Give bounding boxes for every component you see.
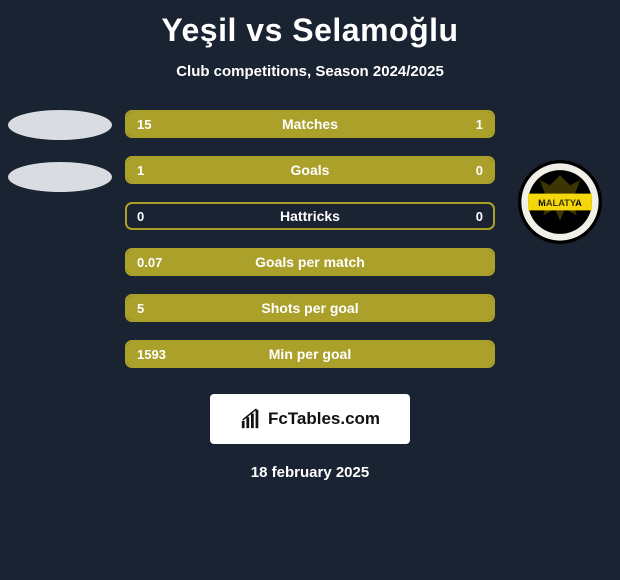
- stat-label: Shots per goal: [127, 296, 493, 320]
- subtitle: Club competitions, Season 2024/2025: [0, 63, 620, 80]
- chart-icon: [240, 408, 262, 430]
- stat-bars: 151Matches 10Goals 00Hattricks 0.07Goals pe…: [125, 110, 495, 368]
- stat-label: Matches: [127, 112, 493, 136]
- player-left-badge: [18, 110, 102, 194]
- placeholder-ellipse: [8, 162, 112, 192]
- stat-label: Hattricks: [127, 204, 493, 228]
- comparison-arena: MALATYA 151Matches 10Goals 00Hattricks 0.07…: [0, 110, 620, 368]
- stat-bar: 00Hattricks: [125, 202, 495, 230]
- stat-label: Min per goal: [127, 342, 493, 366]
- stat-bar: 10Goals: [125, 156, 495, 184]
- stat-bar: 0.07Goals per match: [125, 248, 495, 276]
- stat-bar: 151Matches: [125, 110, 495, 138]
- stat-label: Goals per match: [127, 250, 493, 274]
- brand-watermark: FcTables.com: [210, 394, 410, 444]
- club-crest: MALATYA: [518, 160, 602, 244]
- stat-bar: 1593Min per goal: [125, 340, 495, 368]
- stat-label: Goals: [127, 158, 493, 182]
- stat-bar: 5Shots per goal: [125, 294, 495, 322]
- placeholder-ellipse: [8, 110, 112, 140]
- player-right-badge: MALATYA: [518, 160, 602, 244]
- brand-text: FcTables.com: [268, 409, 380, 429]
- page-title: Yeşil vs Selamoğlu: [0, 0, 620, 49]
- date-text: 18 february 2025: [0, 464, 620, 481]
